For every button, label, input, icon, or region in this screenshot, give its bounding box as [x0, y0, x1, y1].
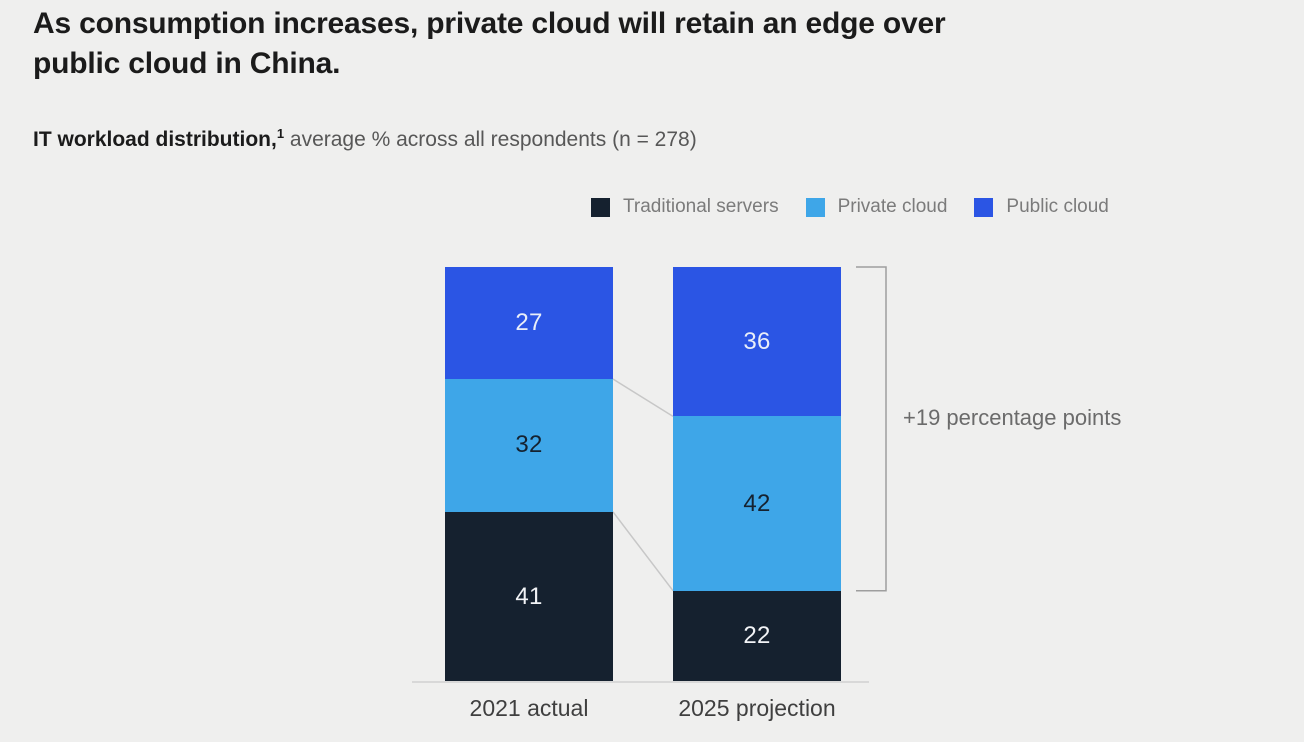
segment-traditional-servers: 41: [445, 511, 613, 682]
legend-swatch-private-cloud: [805, 197, 825, 217]
chart-title: As consumption increases, private cloud …: [33, 4, 946, 84]
bar-2021-actual: 27 32 41: [445, 267, 613, 682]
legend-label: Private cloud: [837, 196, 948, 217]
segment-connector-line: [612, 511, 674, 592]
legend-item-private-cloud: Private cloud: [805, 196, 948, 218]
chart-title-line-2: public cloud in China.: [33, 47, 341, 80]
segment-public-cloud: 36: [673, 267, 841, 417]
segment-traditional-servers: 22: [673, 590, 841, 682]
x-axis-line: [412, 681, 869, 683]
x-axis-label: 2021 actual: [469, 695, 589, 721]
x-axis-label: 2025 projection: [678, 695, 836, 721]
segment-public-cloud: 27: [445, 267, 613, 380]
legend-label: Traditional servers: [623, 196, 779, 217]
subtitle-rest-text: average % across all respondents (n = 27…: [284, 128, 697, 151]
legend-item-traditional-servers: Traditional servers: [591, 196, 779, 218]
legend-item-public-cloud: Public cloud: [974, 196, 1109, 218]
segment-private-cloud: 32: [445, 379, 613, 512]
legend-label: Public cloud: [1006, 196, 1109, 217]
subtitle-bold-text: IT workload distribution,: [33, 128, 277, 151]
segment-value-label: 32: [515, 431, 543, 459]
segment-value-label: 27: [515, 309, 543, 337]
segment-private-cloud: 42: [673, 416, 841, 591]
footnote-marker: 1: [276, 126, 285, 141]
bracket-annotation: +19 percentage points: [903, 405, 1122, 430]
chart-subtitle: IT workload distribution,1 average % acr…: [33, 126, 697, 152]
legend: Traditional servers Private cloud Public…: [591, 196, 1109, 218]
segment-value-label: 42: [743, 489, 771, 517]
chart-title-line-1: As consumption increases, private cloud …: [33, 7, 946, 40]
legend-swatch-traditional-servers: [591, 197, 610, 217]
segment-value-label: 41: [515, 582, 543, 610]
segment-value-label: 22: [743, 622, 771, 650]
bracket: [856, 266, 887, 592]
segment-connector-line: [612, 378, 674, 418]
legend-swatch-public-cloud: [974, 197, 994, 217]
segment-value-label: 36: [743, 327, 771, 355]
bar-2025-projection: 36 42 22: [673, 267, 841, 682]
